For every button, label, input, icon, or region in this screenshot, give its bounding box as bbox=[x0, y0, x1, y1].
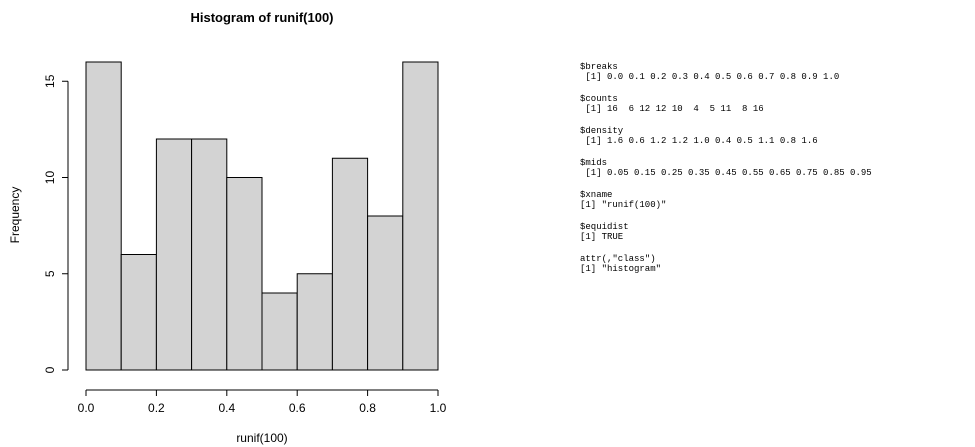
console-block: $breaks [1] 0.0 0.1 0.2 0.3 0.4 0.5 0.6 … bbox=[580, 62, 970, 82]
console-block: $counts [1] 16 6 12 12 10 4 5 11 8 16 bbox=[580, 94, 970, 114]
x-tick-label: 0.0 bbox=[78, 401, 95, 415]
console-block-value: [1] "runif(100)" bbox=[580, 200, 667, 210]
console-block-header: $counts bbox=[580, 94, 618, 104]
console-block-header: $breaks bbox=[580, 62, 618, 72]
histogram-bar bbox=[261, 292, 298, 371]
histogram-bar bbox=[367, 215, 404, 371]
y-tick-label: 5 bbox=[43, 270, 57, 277]
x-tick-label: 1.0 bbox=[430, 401, 447, 415]
x-axis: 0.0 0.2 0.4 0.6 0.8 1.0 bbox=[78, 389, 447, 415]
x-tick-label: 0.4 bbox=[218, 401, 235, 415]
histogram-bar bbox=[296, 273, 333, 371]
console-block-value: [1] 0.05 0.15 0.25 0.35 0.45 0.55 0.65 0… bbox=[580, 168, 872, 178]
histogram-bar bbox=[402, 61, 439, 371]
y-tick-label: 15 bbox=[43, 74, 57, 88]
console-block-header: $xname bbox=[580, 190, 613, 200]
histogram-bar bbox=[191, 138, 228, 371]
x-tick-label: 0.2 bbox=[148, 401, 165, 415]
console-output: $breaks [1] 0.0 0.1 0.2 0.3 0.4 0.5 0.6 … bbox=[580, 62, 970, 286]
histogram-bar bbox=[226, 177, 263, 371]
y-axis-label: Frequency bbox=[8, 187, 22, 244]
y-tick-label: 10 bbox=[43, 171, 57, 185]
histogram-chart: Histogram of runif(100) 0.0 0.2 0.4 0.6 0.8 1… bbox=[8, 10, 447, 445]
y-axis: 0 5 10 15 bbox=[43, 74, 69, 373]
console-block-header: $equidist bbox=[580, 222, 629, 232]
x-axis-label: runif(100) bbox=[236, 431, 287, 445]
histogram-bar bbox=[85, 61, 122, 371]
console-block-header: attr(,"class") bbox=[580, 254, 656, 264]
console-block: $mids [1] 0.05 0.15 0.25 0.35 0.45 0.55 … bbox=[580, 158, 970, 178]
console-block: attr(,"class") [1] "histogram" bbox=[580, 254, 970, 274]
chart-title: Histogram of runif(100) bbox=[190, 10, 333, 25]
console-block-header: $density bbox=[580, 126, 624, 136]
console-block: $density [1] 1.6 0.6 1.2 1.2 1.0 0.4 0.5… bbox=[580, 126, 970, 146]
console-block: $xname [1] "runif(100)" bbox=[580, 190, 970, 210]
histogram-bar bbox=[120, 254, 157, 371]
y-tick-label: 0 bbox=[43, 366, 57, 373]
console-block-value: [1] 1.6 0.6 1.2 1.2 1.0 0.4 0.5 1.1 0.8 … bbox=[580, 136, 818, 146]
console-block-value: [1] 0.0 0.1 0.2 0.3 0.4 0.5 0.6 0.7 0.8 … bbox=[580, 72, 840, 82]
console-block-header: $mids bbox=[580, 158, 608, 168]
histogram-bar bbox=[155, 138, 193, 371]
bars-group bbox=[85, 61, 439, 371]
console-block: $equidist [1] TRUE bbox=[580, 222, 970, 242]
console-block-value: [1] TRUE bbox=[580, 232, 624, 242]
console-block-value: [1] "histogram" bbox=[580, 264, 662, 274]
console-block-value: [1] 16 6 12 12 10 4 5 11 8 16 bbox=[580, 104, 764, 114]
x-tick-label: 0.8 bbox=[359, 401, 376, 415]
x-tick-label: 0.6 bbox=[289, 401, 306, 415]
histogram-bar bbox=[331, 157, 369, 371]
